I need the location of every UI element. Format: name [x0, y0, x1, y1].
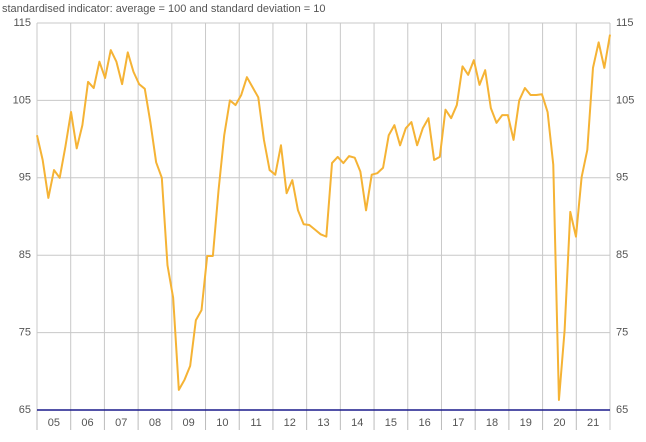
x-tick-label: 21 — [587, 417, 599, 429]
y2-tick-label: 95 — [616, 172, 628, 184]
x-tick-label: 14 — [351, 417, 363, 429]
x-tick-label: 06 — [81, 417, 93, 429]
x-tick-label: 10 — [216, 417, 228, 429]
y-tick-label: 75 — [19, 327, 31, 339]
y2-tick-label: 115 — [616, 17, 634, 29]
x-tick-label: 16 — [418, 417, 430, 429]
data-line — [36, 34, 611, 401]
x-tick-label: 13 — [317, 417, 329, 429]
y2-tick-label: 105 — [616, 94, 634, 106]
y-tick-label: 95 — [19, 172, 31, 184]
y2-tick-label: 65 — [616, 404, 628, 416]
x-tick-label: 19 — [520, 417, 532, 429]
chart-title: standardised indicator: average = 100 an… — [2, 3, 326, 15]
x-tick-label: 18 — [486, 417, 498, 429]
y-tick-label: 105 — [13, 94, 31, 106]
x-tick-label: 09 — [183, 417, 195, 429]
x-tick-label: 11 — [250, 417, 261, 429]
x-tick-label: 08 — [149, 417, 161, 429]
y-tick-label: 65 — [19, 404, 31, 416]
x-tick-label: 05 — [48, 417, 60, 429]
x-tick-label: 07 — [115, 417, 127, 429]
y-tick-label: 85 — [19, 249, 31, 261]
y2-tick-label: 85 — [616, 249, 628, 261]
x-tick-label: 20 — [553, 417, 565, 429]
y2-tick-label: 75 — [616, 327, 628, 339]
x-tick-label: 12 — [284, 417, 296, 429]
x-tick-label: 17 — [452, 417, 464, 429]
y-tick-label: 115 — [13, 17, 31, 29]
x-tick-label: 15 — [385, 417, 397, 429]
